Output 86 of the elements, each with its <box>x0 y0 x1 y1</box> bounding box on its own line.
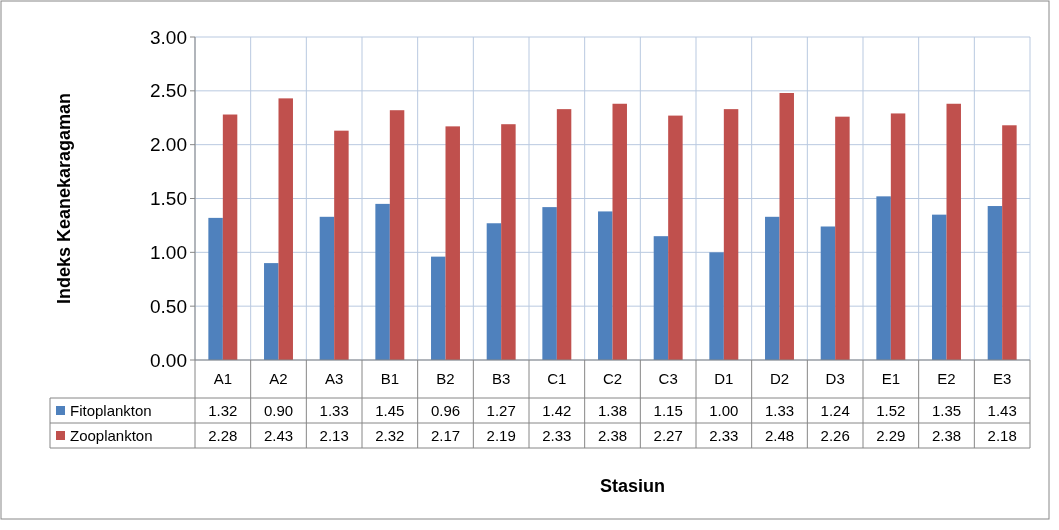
bar <box>932 214 947 360</box>
data-label: 1.27 <box>486 401 516 419</box>
bar <box>612 103 627 360</box>
bar <box>264 263 279 360</box>
data-label: 1.33 <box>764 401 795 419</box>
y-tick-label: 0.50 <box>150 295 187 317</box>
data-label: 2.33 <box>542 426 572 444</box>
bar <box>222 114 238 360</box>
data-label: 2.28 <box>208 426 238 444</box>
bar <box>501 124 516 360</box>
y-tick-label: 2.00 <box>150 134 187 156</box>
data-label: 2.38 <box>931 426 962 444</box>
data-label: 1.45 <box>375 401 405 419</box>
y-axis-title: Indeks Keanekaragaman <box>54 92 74 305</box>
x-axis-title: Stasiun <box>599 476 666 496</box>
data-label: 1.43 <box>987 401 1017 419</box>
bar <box>375 203 390 360</box>
bar <box>486 223 502 360</box>
bar <box>653 236 669 360</box>
data-label: 2.17 <box>430 426 461 444</box>
data-label: 2.48 <box>764 426 795 444</box>
bar <box>890 113 906 360</box>
data-label: 2.29 <box>876 426 906 444</box>
bar <box>542 207 557 360</box>
x-tick-label: A1 <box>213 370 233 388</box>
data-label: 1.42 <box>542 401 572 419</box>
data-label: 0.96 <box>430 401 461 419</box>
data-label: 2.33 <box>709 426 739 444</box>
bar <box>820 226 836 360</box>
data-label: 2.38 <box>597 426 628 444</box>
bar <box>1002 125 1017 360</box>
y-tick-label: 1.50 <box>150 188 187 210</box>
x-tick-label: A2 <box>269 370 288 388</box>
bar <box>723 109 739 360</box>
y-tick-label: 1.00 <box>150 241 187 263</box>
bar <box>946 103 961 360</box>
data-label: 2.13 <box>319 426 349 444</box>
x-tick-label: E3 <box>992 370 1012 388</box>
x-tick-label: C1 <box>547 370 567 388</box>
y-tick-label: 0.00 <box>150 349 187 371</box>
bar <box>208 217 223 360</box>
x-tick-label: B3 <box>491 370 511 388</box>
legend-label: Zooplankton <box>70 426 153 444</box>
x-tick-label: C2 <box>602 370 623 388</box>
data-label: 1.24 <box>820 401 850 419</box>
x-tick-label: C3 <box>658 370 678 388</box>
bar <box>765 216 780 360</box>
bar <box>779 92 794 360</box>
data-label: 1.38 <box>597 401 628 419</box>
bar <box>556 109 572 360</box>
bar <box>389 110 405 360</box>
bar <box>278 98 293 360</box>
data-label: 1.00 <box>709 401 739 419</box>
bar <box>987 206 1003 360</box>
data-label: 2.32 <box>375 426 405 444</box>
data-label: 2.26 <box>820 426 850 444</box>
bar <box>668 115 683 360</box>
x-tick-label: D2 <box>769 370 790 388</box>
data-label: 2.43 <box>263 426 294 444</box>
data-label: 2.27 <box>653 426 683 444</box>
x-tick-label: B1 <box>380 370 400 388</box>
x-tick-label: E1 <box>881 370 901 388</box>
x-tick-label: D3 <box>825 370 845 388</box>
x-tick-label: B2 <box>436 370 455 388</box>
data-label: 1.32 <box>208 401 238 419</box>
data-label: 2.18 <box>987 426 1017 444</box>
data-label: 1.52 <box>876 401 906 419</box>
bar <box>431 256 446 360</box>
bar <box>598 211 613 360</box>
bar <box>334 130 349 360</box>
bar <box>709 252 724 360</box>
x-tick-label: A3 <box>324 370 344 388</box>
data-label: 1.35 <box>931 401 962 419</box>
data-label: 1.15 <box>653 401 683 419</box>
x-tick-label: E2 <box>937 370 956 388</box>
bar <box>876 196 891 360</box>
data-label: 2.19 <box>486 426 516 444</box>
x-tick-label: D1 <box>714 370 734 388</box>
data-label: 1.33 <box>319 401 349 419</box>
bar <box>319 216 335 360</box>
data-label: 0.90 <box>263 401 294 419</box>
y-tick-label: 2.50 <box>150 80 187 102</box>
y-tick-label: 3.00 <box>150 26 187 48</box>
legend-label: Fitoplankton <box>70 401 152 419</box>
bar <box>835 116 850 360</box>
bar <box>445 126 460 360</box>
